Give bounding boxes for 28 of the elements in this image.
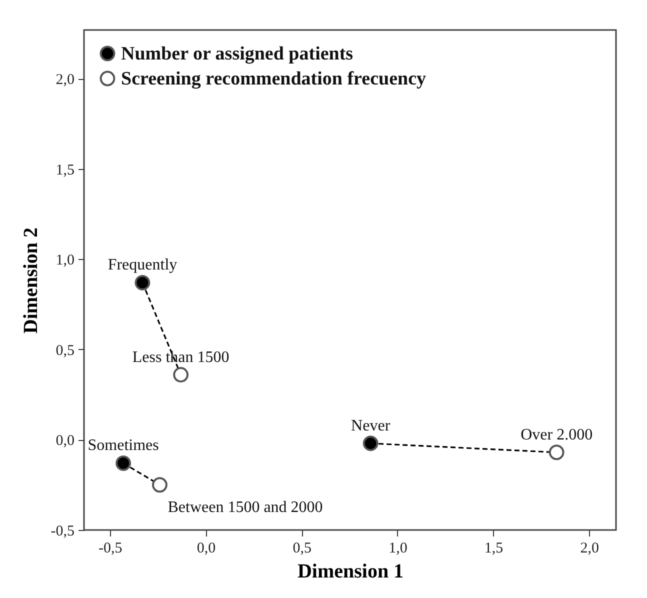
annotation: Never: [351, 417, 391, 434]
point: [134, 275, 150, 290]
y-tick-label: 2,0: [56, 72, 74, 88]
x-tick-label: 2,0: [580, 540, 600, 556]
x-tick-label: 1,5: [484, 540, 504, 556]
legend-label: Screening recommendation frecuency: [121, 68, 426, 90]
annotation: Over 2.000: [520, 426, 593, 444]
x-tick-label: 0,0: [196, 540, 216, 556]
annotation: Sometimes: [88, 437, 159, 454]
annotation: Frequently: [108, 256, 178, 274]
y-tick-label: 1,0: [56, 252, 74, 269]
y-tick-label: -0,5: [50, 524, 74, 540]
x-axis-title: Dimension 1: [297, 560, 404, 582]
x-tick-label: -0,5: [98, 540, 122, 556]
y-axis-title: Dimension 2: [20, 227, 42, 334]
point: [152, 477, 168, 493]
x-tick-label: 1,0: [388, 540, 408, 556]
point: [116, 456, 132, 471]
y-tick-label: 0,5: [56, 342, 74, 359]
x-tick-label: 0,5: [292, 540, 312, 556]
legend-label: Number or assigned patients: [121, 44, 354, 64]
y-tick-label: 0,0: [56, 433, 74, 450]
point: [362, 436, 378, 452]
y-tick-label: 1,5: [56, 162, 74, 178]
point: [173, 367, 189, 382]
annotation: Less than 1500: [132, 348, 230, 366]
annotation: Between 1500 and 2000: [168, 498, 323, 516]
point: [548, 444, 564, 460]
